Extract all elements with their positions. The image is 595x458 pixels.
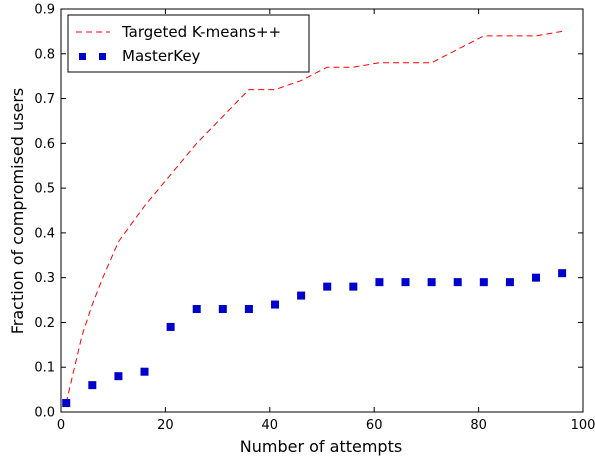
data-point-masterkey: [218, 305, 227, 314]
legend-swatch-masterkey-2: [99, 53, 106, 60]
y-tick-label: 0.4: [34, 226, 55, 241]
data-point-masterkey: [62, 399, 71, 408]
y-tick-label: 0.0: [34, 406, 55, 421]
legend-label-masterkey: MasterKey: [122, 47, 201, 65]
data-point-masterkey: [453, 278, 462, 287]
y-tick-label: 0.8: [34, 47, 55, 62]
y-tick-label: 0.7: [34, 92, 55, 107]
data-point-masterkey: [479, 278, 488, 287]
y-tick-label: 0.1: [34, 361, 55, 376]
data-point-masterkey: [349, 282, 358, 291]
data-point-masterkey: [375, 278, 384, 287]
x-tick-label: 80: [470, 418, 487, 433]
data-point-masterkey: [505, 278, 514, 287]
plot-frame: [60, 8, 584, 413]
x-tick-label: 60: [366, 418, 383, 433]
data-point-masterkey: [401, 278, 410, 287]
data-point-masterkey: [427, 278, 436, 287]
x-axis-label: Number of attempts: [240, 437, 402, 456]
x-tick-label: 100: [571, 418, 595, 433]
x-axis: 0 20 40 60 80 100: [57, 9, 595, 433]
data-point-masterkey: [244, 305, 253, 314]
y-axis-label: Fraction of compromised users: [8, 88, 27, 335]
data-point-masterkey: [323, 282, 332, 291]
data-point-masterkey: [166, 322, 175, 331]
data-point-masterkey: [114, 372, 123, 381]
y-tick-label: 0.9: [34, 3, 55, 18]
x-tick-label: 40: [262, 418, 279, 433]
y-tick-label: 0.2: [34, 316, 55, 331]
y-tick-label: 0.3: [34, 271, 55, 286]
plot-area: [60, 8, 584, 413]
data-point-masterkey: [88, 381, 97, 390]
y-tick-label: 0.5: [34, 182, 55, 197]
legend-label-targeted-kmeans: Targeted K-means++: [121, 23, 281, 41]
x-tick-label: 20: [157, 418, 174, 433]
series-line-targeted-kmeans: [65, 30, 563, 404]
data-point-masterkey: [558, 269, 567, 278]
legend-swatch-masterkey: [79, 53, 86, 60]
x-tick-label: 0: [57, 418, 65, 433]
legend: Targeted K-means++ MasterKey: [67, 14, 310, 73]
y-tick-label: 0.6: [34, 137, 55, 152]
legend-frame: [67, 14, 310, 73]
data-point-masterkey: [271, 300, 280, 309]
data-point-masterkey: [532, 273, 541, 282]
data-point-masterkey: [140, 367, 149, 376]
data-point-masterkey: [297, 291, 306, 300]
y-axis: 0.0 0.1 0.2 0.3 0.4 0.5 0.6 0.7 0.8 0.9: [34, 3, 583, 421]
series-masterkey: [62, 269, 567, 408]
data-point-masterkey: [192, 305, 201, 314]
